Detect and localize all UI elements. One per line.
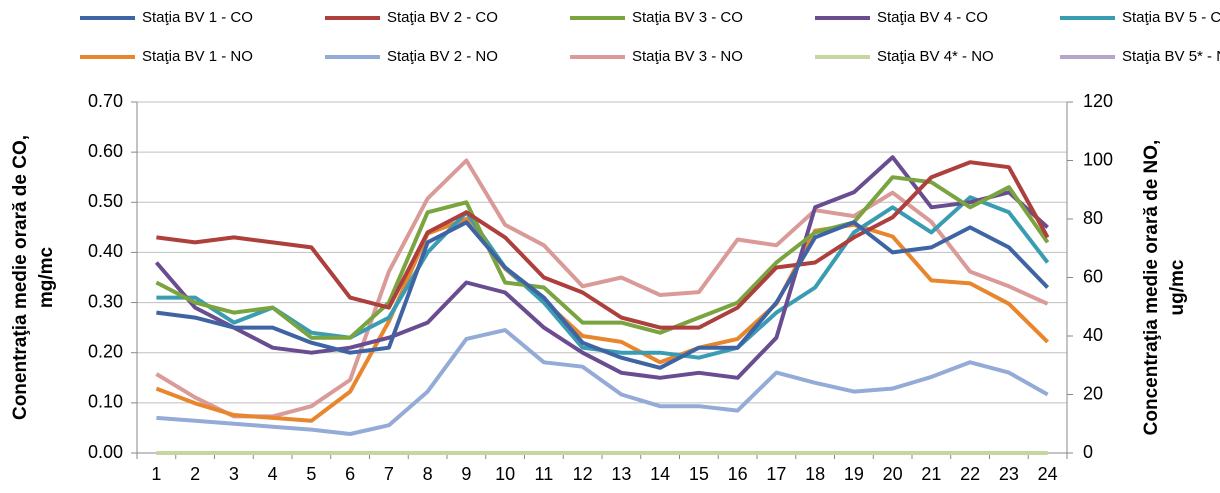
legend-label: Staţia BV 2 - NO — [387, 48, 498, 65]
x-tick-label: 10 — [495, 464, 515, 484]
y-tick-label: 0.60 — [88, 141, 123, 161]
x-tick-label: 3 — [229, 464, 239, 484]
x-tick-label: 24 — [1038, 464, 1058, 484]
x-tick-label: 11 — [535, 464, 554, 484]
legend-label: Staţia BV 1 - NO — [142, 48, 253, 65]
x-tick-label: 8 — [423, 464, 433, 484]
x-tick-label: 14 — [650, 464, 670, 484]
x-tick-label: 1 — [151, 464, 161, 484]
legend-label: Staţia BV 5* - NO — [1122, 48, 1220, 65]
x-tick-label: 7 — [384, 464, 394, 484]
x-tick-label: 12 — [573, 464, 593, 484]
x-tick-label: 20 — [883, 464, 903, 484]
y-tick-label: 0.10 — [88, 392, 123, 412]
legend-label: Staţia BV 2 - CO — [387, 9, 498, 26]
x-tick-label: 2 — [190, 464, 200, 484]
x-tick-label: 17 — [766, 464, 786, 484]
y-tick-label: 0.40 — [88, 241, 123, 261]
y-axis-title-line: mg/mc — [36, 246, 57, 308]
x-tick-label: 19 — [844, 464, 864, 484]
legend-label: Staţia BV 4* - NO — [877, 48, 994, 65]
y-tick-label: 0.20 — [88, 341, 123, 361]
y2-tick-label: 120 — [1083, 91, 1113, 111]
y2-tick-label: 0 — [1083, 442, 1093, 462]
y2-axis-title: Concentraţia medie orară de NO, ug/mc — [1141, 140, 1188, 436]
y2-tick-label: 40 — [1083, 325, 1103, 345]
x-tick-label: 22 — [960, 464, 980, 484]
y2-tick-label: 20 — [1083, 383, 1103, 403]
legend-label: Staţia BV 5 - CO — [1122, 9, 1220, 26]
x-tick-label: 23 — [999, 464, 1019, 484]
series-line — [155, 175, 1050, 340]
y-axis-title: Conentraţia medie orară de CO, mg/mc — [10, 135, 57, 420]
y2-tick-label: 80 — [1083, 208, 1103, 228]
legend-label: Staţia BV 3 - NO — [632, 48, 743, 65]
x-tick-label: 21 — [921, 464, 941, 484]
y-tick-label: 0.00 — [88, 442, 123, 462]
legend-label: Staţia BV 3 - CO — [632, 9, 743, 26]
x-tick-label: 6 — [345, 464, 355, 484]
x-tick-label: 9 — [461, 464, 471, 484]
y-tick-label: 0.50 — [88, 191, 123, 211]
series-line — [155, 158, 1049, 419]
series-line — [156, 160, 1050, 330]
y2-tick-label: 60 — [1083, 266, 1103, 286]
legend-label: Staţia BV 1 - CO — [142, 9, 253, 26]
y-tick-label: 0.30 — [88, 291, 123, 311]
x-tick-label: 15 — [689, 464, 709, 484]
y2-tick-label: 100 — [1083, 149, 1113, 169]
series-line — [156, 328, 1049, 436]
x-tick-label: 13 — [611, 464, 631, 484]
series-line — [156, 220, 1050, 370]
legend-label: Staţia BV 4 - CO — [877, 9, 988, 26]
y2-axis-title-line: Concentraţia medie orară de NO, — [1141, 140, 1162, 436]
y-tick-label: 0.70 — [88, 91, 123, 111]
y2-axis-title-line: ug/mc — [1167, 259, 1188, 315]
x-tick-label: 18 — [805, 464, 825, 484]
x-tick-label: 4 — [268, 464, 278, 484]
x-tick-label: 16 — [728, 464, 748, 484]
series-line — [155, 217, 1050, 423]
series-line — [154, 155, 1049, 380]
y-axis-title-line: Conentraţia medie orară de CO, — [10, 135, 31, 420]
x-tick-label: 5 — [306, 464, 316, 484]
